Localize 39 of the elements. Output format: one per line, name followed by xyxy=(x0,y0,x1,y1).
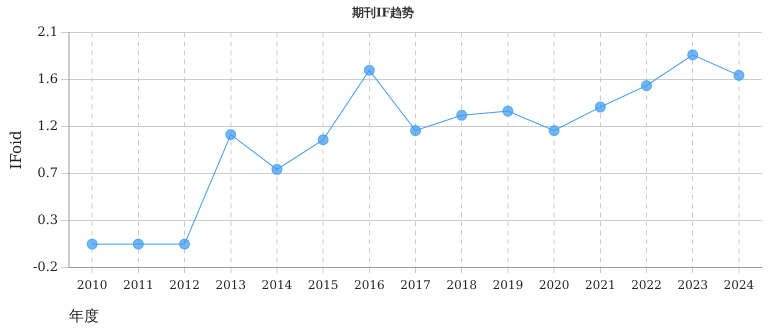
y-axis-title: IFoid xyxy=(6,130,25,170)
x-axis-title: 年度 xyxy=(69,306,100,325)
x-tick-label: 2022 xyxy=(631,278,662,292)
x-tick-label: 2019 xyxy=(492,278,524,292)
y-tick-label: -0.2 xyxy=(32,260,58,275)
point xyxy=(733,70,744,81)
point xyxy=(86,238,98,250)
y-tick-label: 0.3 xyxy=(37,212,58,228)
x-tick-label: 2018 xyxy=(446,278,477,292)
point xyxy=(641,80,652,92)
x-tick-label: 2016 xyxy=(354,278,385,292)
point xyxy=(687,49,698,60)
point xyxy=(502,106,514,117)
point xyxy=(594,102,606,113)
x-tick-label: 2017 xyxy=(400,278,431,292)
point xyxy=(179,238,190,250)
point xyxy=(132,238,144,250)
point xyxy=(410,125,422,136)
x-tick-label: 2021 xyxy=(585,278,616,292)
point xyxy=(364,64,375,76)
point xyxy=(456,110,468,121)
x-tick-label: 2024 xyxy=(724,278,755,292)
x-tick-label: 2012 xyxy=(169,278,200,292)
y-tick-label: 1.6 xyxy=(37,72,58,87)
chart-title: 期刊IF趋势 xyxy=(350,5,414,20)
y-tick-label: 0.7 xyxy=(37,166,58,181)
x-tick-label: 2013 xyxy=(215,278,246,292)
x-tick-label: 2011 xyxy=(123,278,154,292)
point xyxy=(318,134,329,146)
point xyxy=(271,164,282,175)
x-tick-label: 2020 xyxy=(538,278,570,292)
x-tick-label: 2010 xyxy=(76,278,108,292)
x-tick-label: 2015 xyxy=(308,278,338,292)
point xyxy=(548,125,560,136)
x-tick-label: 2023 xyxy=(677,278,708,292)
point xyxy=(225,129,236,140)
y-tick-label: 1.2 xyxy=(37,118,58,134)
x-tick-label: 2014 xyxy=(262,278,293,292)
y-tick-label: 2.1 xyxy=(37,24,58,40)
